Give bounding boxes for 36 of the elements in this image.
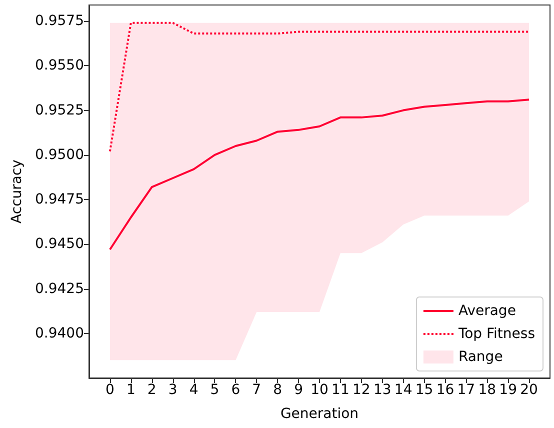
x-tick-label: 6	[231, 382, 240, 398]
y-tick-label: 0.9550	[35, 58, 84, 74]
x-tick-label: 9	[294, 382, 304, 398]
x-tick-label: 3	[168, 382, 178, 398]
line-series	[108, 98, 530, 250]
legend-label: Top Fitness	[457, 326, 535, 342]
x-tick-label: 14	[394, 382, 412, 398]
x-tick-label: 4	[189, 382, 198, 398]
y-tick-label: 0.9450	[35, 236, 84, 252]
x-tick-label: 18	[478, 382, 496, 398]
y-tick-label: 0.9475	[35, 192, 84, 208]
x-tick-label: 17	[457, 382, 476, 398]
x-tick-label: 1	[126, 382, 136, 398]
legend-label: Average	[458, 303, 516, 319]
x-tick-label: 2	[147, 382, 156, 398]
x-tick-label: 19	[499, 382, 518, 398]
y-tick-label: 0.9525	[35, 102, 84, 118]
y-tick-label: 0.9425	[35, 280, 84, 297]
x-tick-label: 20	[520, 382, 538, 398]
y-axis-title: Accuracy	[9, 160, 26, 224]
line-series	[108, 22, 530, 152]
y-tick-label: 0.9575	[35, 13, 84, 30]
x-tick-label: 12	[352, 382, 370, 398]
y-tick-label: 0.9500	[35, 146, 84, 163]
x-tick-label: 8	[273, 382, 282, 398]
x-tick-label: 11	[332, 382, 350, 398]
x-tick-label: 13	[373, 382, 392, 398]
x-tick-label: 7	[252, 382, 262, 398]
x-tick-label: 5	[210, 382, 220, 398]
x-tick-label: 10	[310, 382, 328, 398]
x-tick-label: 16	[436, 382, 454, 398]
x-tick-label: 0	[105, 382, 114, 398]
y-tick-label: 0.9400	[35, 325, 84, 342]
legend-label: Range	[458, 349, 503, 365]
x-tick-label: 15	[415, 382, 434, 398]
x-axis-title: Generation	[280, 406, 359, 422]
